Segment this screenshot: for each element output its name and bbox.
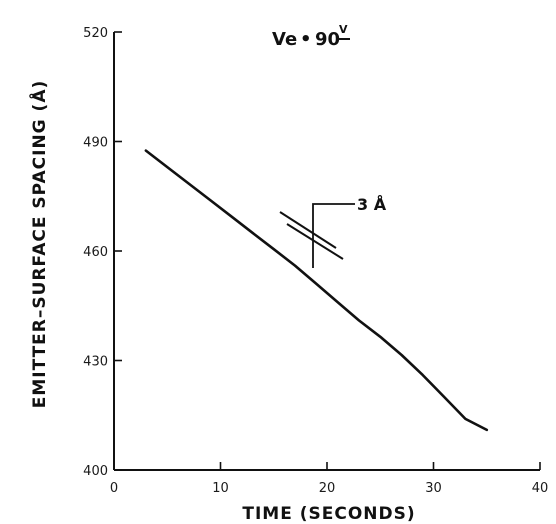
y-tick-label: 520	[83, 26, 108, 41]
y-tick-label: 430	[83, 355, 108, 370]
y-tick-label: 460	[83, 245, 108, 260]
ticks	[114, 31, 541, 471]
scale-slash-1	[279, 211, 337, 249]
y-tick-label: 490	[83, 136, 108, 151]
title: Ve • 90 V	[272, 23, 350, 50]
scale-annotation-label: 3 Å	[357, 195, 387, 214]
scale-slash-2	[286, 223, 344, 260]
tick-labels: 400 430 460 490 520 0 10 20 30 40	[83, 26, 548, 496]
annotation-layer: 3 Å	[279, 195, 387, 268]
axes	[113, 32, 540, 471]
x-tick-label: 10	[212, 481, 229, 496]
x-tick-label: 30	[425, 481, 442, 496]
x-tick-label: 0	[110, 481, 118, 496]
x-axis-label: TIME (SECONDS)	[242, 504, 415, 524]
y-axis-label: EMITTER–SURFACE SPACING (Å)	[27, 80, 50, 409]
title-lhs: Ve	[272, 29, 297, 50]
scale-bracket	[312, 203, 355, 268]
x-tick-label: 40	[532, 481, 549, 496]
y-tick-label: 400	[83, 464, 108, 479]
x-tick-label: 20	[319, 481, 336, 496]
series-layer	[144, 149, 489, 432]
title-value: 90	[315, 29, 340, 50]
title-eq: •	[300, 29, 312, 50]
series-line	[144, 149, 489, 432]
title-unit: V	[339, 23, 348, 36]
